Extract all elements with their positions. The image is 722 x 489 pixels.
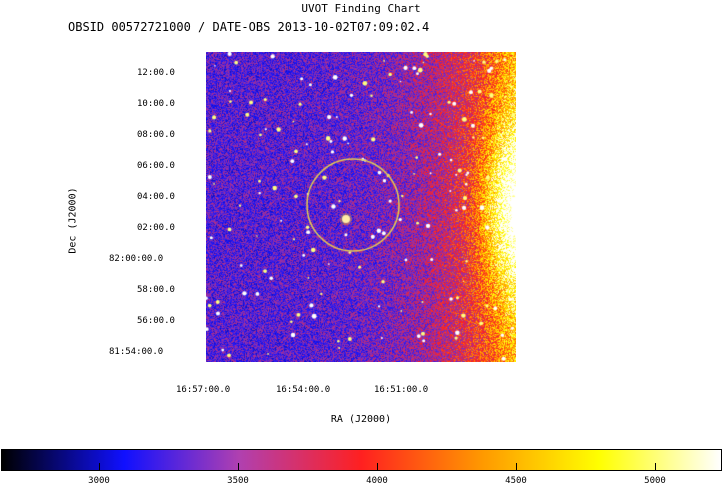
colorbar-tick-label: 3500 bbox=[227, 476, 249, 486]
colorbar-tick-label: 5000 bbox=[644, 476, 666, 486]
colorbar-tick-mark bbox=[99, 463, 100, 470]
dec-tick-label: 02:00.0 bbox=[137, 223, 175, 233]
dec-tick-label: 08:00.0 bbox=[137, 130, 175, 140]
colorbar-tick-label: 3000 bbox=[88, 476, 110, 486]
colorbar-tick-mark bbox=[238, 463, 239, 470]
colorbar bbox=[1, 449, 722, 471]
sky-image[interactable] bbox=[206, 52, 516, 362]
dec-tick-label: 82:00:00.0 bbox=[109, 254, 164, 264]
ra-tick-label: 16:54:00.0 bbox=[276, 385, 331, 395]
dec-tick-label: 12:00.0 bbox=[137, 68, 175, 78]
colorbar-tick-mark bbox=[516, 463, 517, 470]
dec-axis-label: Dec (J2000) bbox=[67, 187, 79, 254]
colorbar-tick-mark bbox=[377, 463, 378, 470]
colorbar-tick-label: 4500 bbox=[505, 476, 527, 486]
chart-subtitle: OBSID 00572721000 / DATE-OBS 2013-10-02T… bbox=[68, 20, 430, 34]
dec-tick-label: 58:00.0 bbox=[137, 285, 175, 295]
dec-tick-label: 81:54:00.0 bbox=[109, 347, 164, 357]
dec-tick-label: 06:00.0 bbox=[137, 161, 175, 171]
ra-tick-label: 16:51:00.0 bbox=[374, 385, 429, 395]
colorbar-tick-label: 4000 bbox=[366, 476, 388, 486]
colorbar-tick-mark bbox=[655, 463, 656, 470]
dec-tick-label: 10:00.0 bbox=[137, 99, 175, 109]
chart-title: UVOT Finding Chart bbox=[301, 2, 421, 15]
ra-axis-label: RA (J2000) bbox=[330, 414, 392, 425]
dec-tick-label: 56:00.0 bbox=[137, 316, 175, 326]
dec-tick-label: 04:00.0 bbox=[137, 192, 175, 202]
ra-tick-label: 16:57:00.0 bbox=[176, 385, 231, 395]
